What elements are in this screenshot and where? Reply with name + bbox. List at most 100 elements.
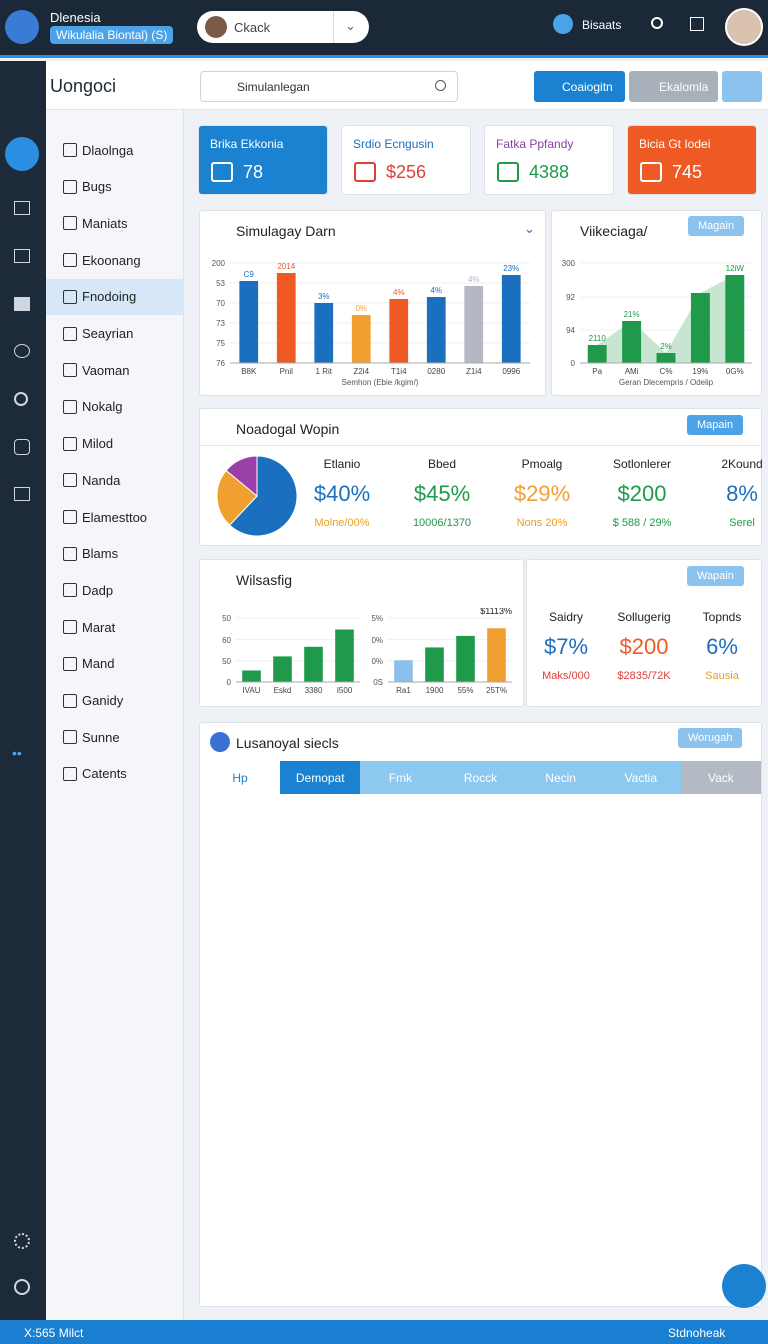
tab[interactable]: Demopat [280, 761, 361, 794]
pie-chart [216, 455, 298, 537]
rail-icon[interactable] [14, 249, 30, 263]
rail-icon[interactable] [14, 344, 30, 358]
y-tick-label: 60 [222, 636, 231, 645]
divider [333, 11, 334, 43]
nav-item[interactable]: Dlaolnga [46, 132, 183, 168]
bar-label: 3% [318, 292, 330, 301]
nav-item[interactable]: Bugs [46, 169, 183, 205]
dropdown-caret[interactable]: ⌄ [345, 18, 356, 33]
stat-value: $256 [386, 162, 427, 182]
search-box[interactable]: Ckack ⌄ [197, 11, 369, 43]
tab[interactable]: Necin [520, 761, 601, 794]
nav-item[interactable]: Marat [46, 609, 183, 645]
panel-button[interactable]: Magain [688, 216, 745, 236]
user-name: Bisaats [582, 18, 622, 32]
nav-item[interactable]: Ekoonang [46, 242, 183, 278]
x-tick-label: AMi [625, 367, 639, 376]
tab[interactable]: Hp [200, 761, 281, 794]
rail-icon[interactable] [14, 439, 30, 455]
rail-icon[interactable] [14, 297, 30, 311]
y-tick-label: 70 [216, 299, 225, 308]
nav-label: Elamesttoo [82, 509, 148, 525]
bar-label: 21% [624, 310, 640, 319]
app-icon[interactable] [5, 10, 39, 44]
primary-button[interactable]: Coaiogitn [534, 71, 625, 102]
tab-bar: Hp Demopat Fmk Rocck Necin Vactia Vack [200, 761, 761, 794]
nav-item[interactable]: Milod [46, 426, 183, 462]
nav-item[interactable]: Mand [46, 646, 183, 682]
doc-button[interactable] [722, 71, 762, 102]
nav-item[interactable]: Seayrian [46, 316, 183, 352]
y-tick-label: 0 [227, 678, 232, 687]
stat-card[interactable]: Brika Ekkonia 78 [198, 125, 328, 195]
nav-item[interactable]: Dadp [46, 572, 183, 608]
chat-icon[interactable] [553, 14, 573, 34]
metric-head: Sotlonlerer [612, 457, 672, 471]
grid-icon[interactable] [690, 17, 704, 31]
panel-icon [210, 732, 230, 752]
x-axis-label: Geran Dlecempris / Odelip [619, 378, 714, 387]
rail-active[interactable] [5, 137, 39, 171]
y-tick-label: 73 [216, 319, 225, 328]
nav-item[interactable]: Nanda [46, 462, 183, 498]
rail-settings[interactable] [14, 1233, 30, 1249]
bar [464, 286, 484, 363]
nav-item[interactable]: Nokalg [46, 389, 183, 425]
nav-item[interactable]: Vaoman [46, 352, 183, 388]
bar [501, 275, 521, 363]
tab[interactable]: Vack [680, 761, 761, 794]
tab[interactable]: Vactia [600, 761, 681, 794]
bar [425, 647, 444, 682]
nav-item[interactable]: Elamesttoo [46, 499, 183, 535]
panel-caret[interactable]: ⌄ [524, 221, 535, 236]
y-tick-label: 94 [566, 326, 575, 335]
metric-column: 2Kound 8% Serel [692, 457, 768, 529]
nav-item[interactable]: Sunne [46, 719, 183, 755]
user-avatar[interactable] [725, 8, 763, 46]
stat-card[interactable]: Fatka Ppfandy 4388 [484, 125, 614, 195]
rail-icon[interactable] [14, 201, 30, 215]
rail-icon[interactable] [14, 487, 30, 501]
nav-icon [63, 583, 77, 598]
tab[interactable]: Fmk [360, 761, 441, 794]
metric-value: $7% [543, 634, 589, 659]
rail-more[interactable]: •• [12, 745, 22, 761]
rail-gear[interactable] [14, 1279, 30, 1295]
nav-item[interactable]: Maniats [46, 205, 183, 241]
panel-title: Lusanoyal siecls [236, 735, 339, 751]
metric-column: Saidry $7% Maks/000 [527, 610, 605, 682]
toolbar-search[interactable]: Simulanlegan [200, 71, 458, 102]
bar [389, 299, 409, 363]
x-tick-label: Pnil [280, 367, 294, 376]
stat-value: 745 [672, 162, 703, 182]
x-tick-label: 19% [692, 367, 708, 376]
floating-button[interactable] [722, 1264, 766, 1308]
stat-card[interactable]: Srdio Ecngusin $256 [341, 125, 471, 195]
secondary-button[interactable]: Ekalomla [629, 71, 718, 102]
y-tick-label: 50 [222, 614, 231, 623]
nav-icon [63, 326, 77, 341]
panel-title: Wilsasfig [236, 572, 293, 588]
pie-slice [216, 469, 258, 526]
stat-title: Srdio Ecngusin [353, 137, 434, 151]
workspace-badge[interactable]: Wikulalia Biontal) (S) [50, 26, 174, 44]
nav-item[interactable]: Catents [46, 756, 183, 792]
rail-icon[interactable] [14, 392, 28, 406]
bar [242, 670, 261, 682]
nav-item[interactable]: Fnodoing [46, 278, 183, 315]
panel-button[interactable]: Wapain [687, 566, 744, 586]
nav-item[interactable]: Blams [46, 536, 183, 572]
nav-icon [63, 216, 77, 231]
icon-rail: •• [0, 61, 46, 1320]
search-icon[interactable] [651, 17, 663, 29]
comparison-chart: 0 50 60 50 IVAU Eskd 3380 I500 [222, 614, 360, 695]
divider [200, 445, 761, 446]
bar [690, 293, 710, 363]
stat-card[interactable]: Bicia Gt Iodei 745 [627, 125, 757, 195]
nav-label: Blams [82, 546, 119, 562]
y-tick-label: 300 [562, 259, 576, 268]
tab[interactable]: Rocck [440, 761, 521, 794]
nav-item[interactable]: Ganidy [46, 683, 183, 719]
panel-button[interactable]: Mapain [687, 415, 744, 435]
panel-button[interactable]: Worugah [678, 728, 743, 748]
